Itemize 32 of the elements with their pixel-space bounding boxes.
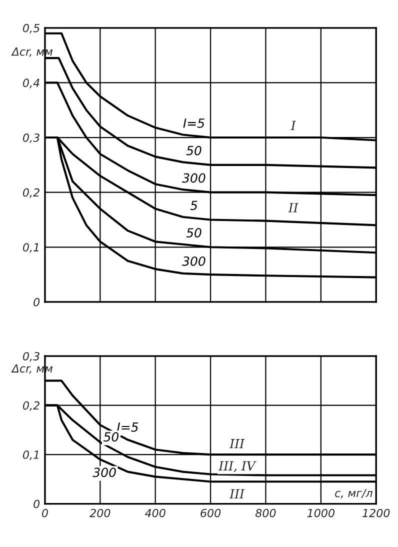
series-label: I=5 bbox=[183, 118, 204, 128]
y-tick-label: 0,3 bbox=[22, 133, 40, 144]
series-label: I=5 bbox=[117, 422, 138, 432]
y-tick-label: 0,1 bbox=[22, 450, 38, 460]
annotation: III bbox=[229, 439, 245, 448]
series-label: 300 bbox=[92, 468, 116, 478]
y-tick-label: 0 bbox=[34, 500, 40, 508]
series-label: 300 bbox=[182, 256, 206, 266]
x-axis-title: c, мг/л bbox=[335, 488, 372, 498]
annotation: I bbox=[290, 120, 296, 130]
y-tick-label: 0,1 bbox=[22, 243, 38, 253]
x-tick-label: 0 bbox=[42, 508, 48, 518]
x-tick-label: 200 bbox=[90, 508, 110, 518]
x-tick-label: 600 bbox=[200, 508, 221, 518]
series-label: 5 bbox=[190, 200, 198, 210]
annotation: III, IV bbox=[218, 461, 256, 472]
y-tick-label: 0,5 bbox=[22, 24, 40, 34]
series-label: 300 bbox=[182, 173, 206, 183]
annotation: II bbox=[288, 203, 298, 212]
y-tick-label: 0 bbox=[34, 298, 40, 306]
annotation: III bbox=[229, 489, 245, 498]
y-tick-label: 0,2 bbox=[22, 188, 40, 198]
y-tick-label: 0,2 bbox=[22, 401, 40, 411]
y-tick-label: 0,3 bbox=[22, 352, 40, 362]
series-label: 50 bbox=[104, 432, 119, 442]
x-tick-label: 1000 bbox=[307, 508, 334, 518]
x-tick-label: 800 bbox=[255, 508, 276, 518]
series-label: 50 bbox=[186, 146, 202, 156]
y-tick-label: 0,4 bbox=[22, 78, 40, 88]
x-tick-label: 1200 bbox=[362, 508, 390, 518]
series-label: 50 bbox=[186, 228, 202, 238]
x-tick-label: 400 bbox=[144, 508, 166, 518]
